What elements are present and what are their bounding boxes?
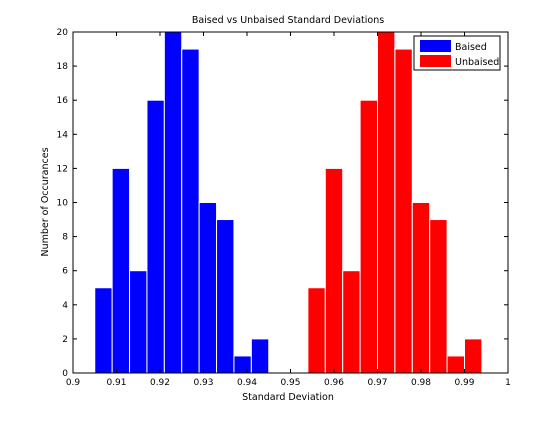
y-axis-label: Number of Occurances <box>40 147 51 256</box>
y-tick-label-9: 18 <box>57 62 69 72</box>
x-axis-label: Standard Deviation <box>242 392 334 403</box>
bar-unbaised-8 <box>446 355 466 374</box>
bar-unbaised-5 <box>394 48 413 374</box>
x-tick-label-0: 0.9 <box>66 378 81 388</box>
legend: Baised Unbaised <box>413 35 501 71</box>
x-tick-label-8: 0.98 <box>411 378 431 388</box>
bar-unbaised-2 <box>342 270 361 374</box>
x-tick-label-9: 0.99 <box>454 378 474 388</box>
bar-unbaised-6 <box>411 202 431 374</box>
y-tick-label-7: 14 <box>57 130 69 140</box>
bar-baised-8 <box>233 355 252 374</box>
bar-baised-9 <box>250 338 270 374</box>
y-tick-label-4: 8 <box>62 233 68 243</box>
bar-baised-4 <box>163 31 183 374</box>
y-tick-label-3: 6 <box>62 267 68 277</box>
x-tick-label-2: 0.92 <box>150 378 170 388</box>
bar-unbaised-1 <box>324 167 344 374</box>
bar-baised-6 <box>198 202 218 374</box>
legend-label-baised: Baised <box>455 42 487 53</box>
legend-swatch-baised <box>420 40 451 52</box>
bar-baised-3 <box>146 99 165 374</box>
bar-baised-1 <box>111 167 131 374</box>
x-tick-label-4: 0.94 <box>237 378 257 388</box>
y-tick-label-6: 12 <box>57 164 68 174</box>
bar-baised-2 <box>129 270 148 374</box>
x-tick-label-1: 0.91 <box>106 378 126 388</box>
y-tick-label-5: 10 <box>57 199 69 209</box>
bar-unbaised-0 <box>307 287 326 374</box>
bars-group <box>94 31 483 374</box>
chart-title: Baised vs Unbaised Standard Deviations <box>192 15 384 26</box>
x-tick-label-6: 0.96 <box>324 378 344 388</box>
y-ticks-group: 0 2 4 6 8 10 12 14 16 18 20 <box>57 28 508 379</box>
legend-label-unbaised: Unbaised <box>455 57 499 68</box>
legend-swatch-unbaised <box>420 55 451 67</box>
x-tick-label-10: 1 <box>505 378 511 388</box>
y-tick-label-10: 20 <box>57 28 69 38</box>
x-tick-label-7: 0.97 <box>367 378 387 388</box>
bar-unbaised-7 <box>429 219 448 374</box>
y-tick-label-1: 2 <box>62 335 68 345</box>
bar-baised-7 <box>216 219 235 374</box>
x-tick-label-5: 0.95 <box>280 378 300 388</box>
bar-baised-0 <box>94 287 113 374</box>
bar-unbaised-4 <box>377 31 396 374</box>
y-tick-label-2: 4 <box>62 301 68 311</box>
x-tick-label-3: 0.93 <box>193 378 213 388</box>
bar-unbaised-9 <box>464 338 483 374</box>
x-ticks-group: 0.9 0.91 0.92 0.93 0.94 0.95 0.96 0.97 0.98 0.99 1 <box>66 32 511 388</box>
y-tick-label-0: 0 <box>62 369 68 379</box>
y-tick-label-8: 16 <box>57 96 69 106</box>
bar-unbaised-3 <box>359 99 379 374</box>
bar-baised-5 <box>181 48 200 374</box>
